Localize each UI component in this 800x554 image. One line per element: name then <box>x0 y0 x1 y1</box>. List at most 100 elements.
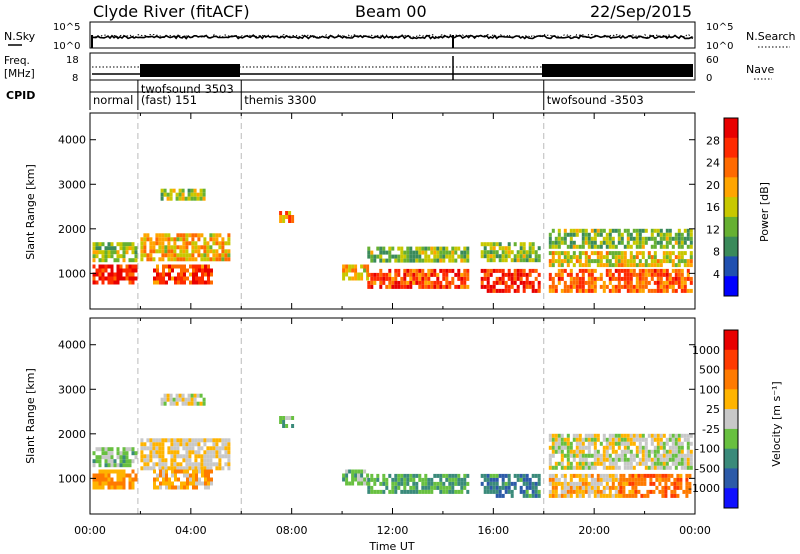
echo-cell <box>116 473 120 478</box>
echo-cell <box>200 462 204 467</box>
echo-cell <box>288 211 292 215</box>
echo-cell <box>677 433 681 438</box>
echo-cell <box>183 469 186 474</box>
echo-cell <box>227 253 231 258</box>
echo-cell <box>400 284 404 289</box>
echo-cell <box>466 258 470 263</box>
echo-cell <box>218 241 222 246</box>
echo-cell <box>412 254 416 259</box>
echo-cell <box>646 473 650 478</box>
echo-cell <box>611 493 615 498</box>
echo-cell <box>173 249 177 254</box>
echo-cell <box>370 250 374 255</box>
echo-cell <box>525 489 529 494</box>
echo-cell <box>554 485 558 490</box>
echo-cell <box>186 477 189 482</box>
echo-cell <box>644 276 648 281</box>
echo-cell <box>632 259 636 264</box>
echo-cell <box>192 272 195 277</box>
echo-cell <box>501 485 505 490</box>
echo-cell <box>640 481 644 486</box>
echo-cell <box>191 442 195 447</box>
echo-cell <box>158 442 162 447</box>
echo-cell <box>182 257 186 262</box>
echo-cell <box>602 461 606 466</box>
echo-cell <box>626 445 630 450</box>
echo-cell <box>415 481 419 486</box>
echo-cell <box>201 276 204 281</box>
echo-cell <box>551 473 555 478</box>
power-cbar-label: Power [dB] <box>758 182 771 242</box>
echo-cell <box>677 457 681 462</box>
echo-cell <box>602 228 606 233</box>
echo-cell <box>614 259 618 264</box>
echo-cell <box>161 438 165 443</box>
echo-cell <box>673 489 677 494</box>
echo-cell <box>659 263 663 268</box>
echo-cell <box>116 447 120 452</box>
echo-cell <box>662 232 666 237</box>
echo-cell <box>224 438 228 443</box>
echo-cell <box>623 272 627 277</box>
echo-cell <box>671 445 675 450</box>
echo-cell <box>611 251 615 256</box>
echo-cell <box>480 473 484 478</box>
echo-cell <box>560 473 564 478</box>
echo-cell <box>647 251 651 256</box>
echo-cell <box>131 268 135 273</box>
echo-cell <box>677 445 681 450</box>
echo-cell <box>656 461 660 466</box>
echo-cell <box>445 485 449 490</box>
echo-cell <box>348 469 352 474</box>
echo-cell <box>188 442 192 447</box>
echo-cell <box>671 284 675 289</box>
cpid-segment-label: twofsound -3503 <box>547 93 644 107</box>
echo-cell <box>584 485 588 490</box>
echo-cell <box>170 466 174 471</box>
echo-cell <box>676 477 680 482</box>
echo-cell <box>179 253 183 258</box>
echo-cell <box>689 244 693 249</box>
echo-cell <box>171 473 174 478</box>
echo-cell <box>548 244 552 249</box>
echo-cell <box>626 276 630 281</box>
echo-cell <box>160 397 164 402</box>
echo-cell <box>629 288 633 293</box>
echo-cell <box>623 457 627 462</box>
echo-cell <box>572 244 576 249</box>
echo-cell <box>171 276 174 281</box>
echo-cell <box>593 477 597 482</box>
echo-cell <box>116 463 120 468</box>
echo-cell <box>670 473 674 478</box>
echo-cell <box>183 264 186 269</box>
echo-cell <box>569 259 573 264</box>
colorbar-swatch <box>724 428 738 450</box>
echo-cell <box>647 465 651 470</box>
echo-cell <box>149 241 153 246</box>
echo-cell <box>534 276 538 281</box>
echo-cell <box>658 489 662 494</box>
echo-cell <box>504 481 508 486</box>
echo-cell <box>463 280 467 285</box>
echo-cell <box>412 272 416 277</box>
echo-cell <box>158 458 162 463</box>
echo-cell <box>179 462 183 467</box>
echo-cell <box>165 280 168 285</box>
echo-cell <box>95 455 99 460</box>
echo-cell <box>554 473 558 478</box>
echo-cell <box>152 438 156 443</box>
echo-cell <box>498 489 502 494</box>
echo-cell <box>634 481 638 486</box>
echo-cell <box>608 288 612 293</box>
echo-cell <box>590 481 594 486</box>
colorbar-swatch <box>724 197 738 218</box>
echo-cell <box>680 276 684 281</box>
echo-cell <box>357 469 361 474</box>
echo-cell <box>131 246 135 251</box>
echo-cell <box>531 473 535 478</box>
echo-cell <box>593 259 597 264</box>
echo-cell <box>653 280 657 285</box>
echo-cell <box>406 258 410 263</box>
echo-cell <box>593 228 597 233</box>
echo-cell <box>528 477 532 482</box>
